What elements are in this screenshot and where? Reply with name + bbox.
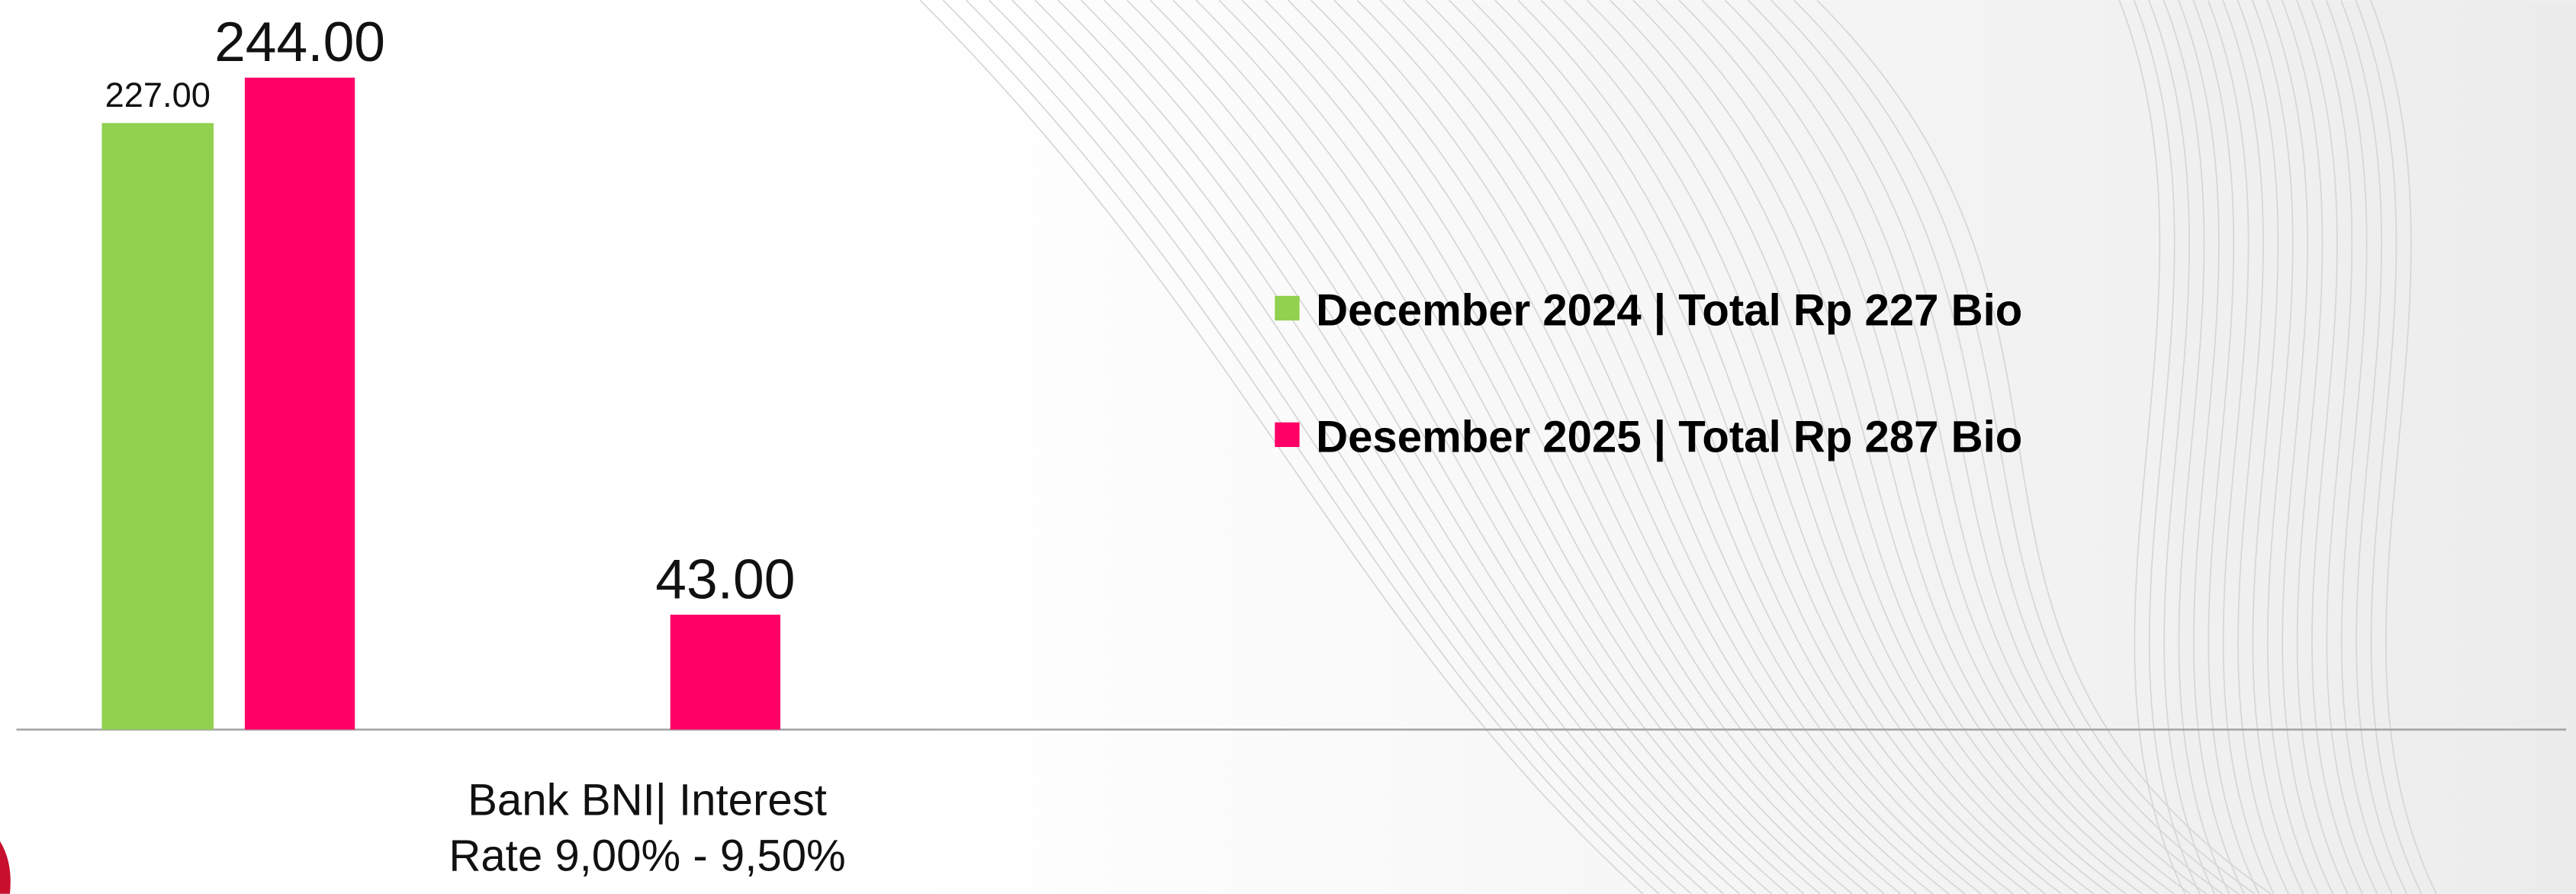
legend-swatch <box>1275 422 1300 447</box>
legend-label: December 2024 | Total Rp 227 Bio <box>1316 286 2022 336</box>
wave-line <box>1724 0 2207 894</box>
wave-line <box>1402 0 1982 894</box>
wave-line <box>2222 0 2289 894</box>
x-tick-label: Bank BNI| Interest Rate 9,00% - 9,50% <box>449 775 846 881</box>
wave-line <box>1172 0 1821 894</box>
wave-line <box>965 0 1676 894</box>
wave-line <box>1103 0 1773 894</box>
wave-line <box>1494 0 2046 894</box>
wave-line <box>2281 0 2349 894</box>
wave-line <box>1678 0 2175 894</box>
legend-label: Desember 2025 | Total Rp 287 Bio <box>1316 412 2022 461</box>
wave-line <box>1011 0 1708 894</box>
wave-line <box>1425 0 1998 894</box>
wave-line <box>1379 0 1966 894</box>
wave-line <box>1701 0 2191 894</box>
wave-line <box>2178 0 2245 894</box>
wave-line <box>2148 0 2215 894</box>
data-label: 227.00 <box>105 76 211 114</box>
wave-line <box>1517 0 2062 894</box>
bar <box>244 77 355 730</box>
wave-line <box>1816 0 2272 894</box>
wave-line <box>1126 0 1789 894</box>
wave-line <box>1655 0 2159 894</box>
bar <box>670 614 781 730</box>
wave-line <box>2266 0 2334 894</box>
wave-line <box>1563 0 2095 894</box>
wave-line <box>2340 0 2407 894</box>
wave-line <box>2325 0 2393 894</box>
wave-line <box>1448 0 2014 894</box>
wave-line <box>919 0 1644 894</box>
corner-shape <box>0 841 11 894</box>
wave-line <box>1356 0 1950 894</box>
wave-line <box>2163 0 2230 894</box>
wave-line <box>1218 0 1853 894</box>
wave-line <box>1149 0 1805 894</box>
wave-line <box>1770 0 2240 894</box>
bar <box>101 123 214 730</box>
wave-line <box>1195 0 1837 894</box>
data-label: 244.00 <box>214 11 385 73</box>
wave-line <box>1471 0 2030 894</box>
wave-line <box>2251 0 2319 894</box>
wave-line <box>1747 0 2224 894</box>
wave-line <box>1311 0 1918 894</box>
wave-line <box>1610 0 2127 894</box>
wave-line <box>1540 0 2079 894</box>
wave-line <box>1586 0 2111 894</box>
wave-line <box>2296 0 2363 894</box>
wave-line <box>1057 0 1740 894</box>
wave-line <box>2369 0 2437 894</box>
wave-line <box>2237 0 2304 894</box>
wave-line <box>1034 0 1724 894</box>
wave-line <box>2133 0 2201 894</box>
wave-line <box>1241 0 1869 894</box>
wave-line <box>1287 0 1901 894</box>
wave-line <box>1264 0 1885 894</box>
wave-line <box>2355 0 2423 894</box>
data-label: 43.00 <box>655 548 795 610</box>
wave-line <box>942 0 1660 894</box>
wave-line <box>2118 0 2186 894</box>
wave-line <box>2311 0 2378 894</box>
wave-line <box>1632 0 2143 894</box>
legend-swatch <box>1275 295 1300 321</box>
wave-line <box>2192 0 2260 894</box>
wave-line <box>2207 0 2275 894</box>
category-label-box: Bank BNI| Interest Rate 9,00% - 9,50% <box>449 775 846 881</box>
wave-line <box>1333 0 1934 894</box>
background-waves <box>919 0 2437 894</box>
wave-line <box>1080 0 1757 894</box>
wave-line <box>988 0 1692 894</box>
wave-line <box>1793 0 2256 894</box>
